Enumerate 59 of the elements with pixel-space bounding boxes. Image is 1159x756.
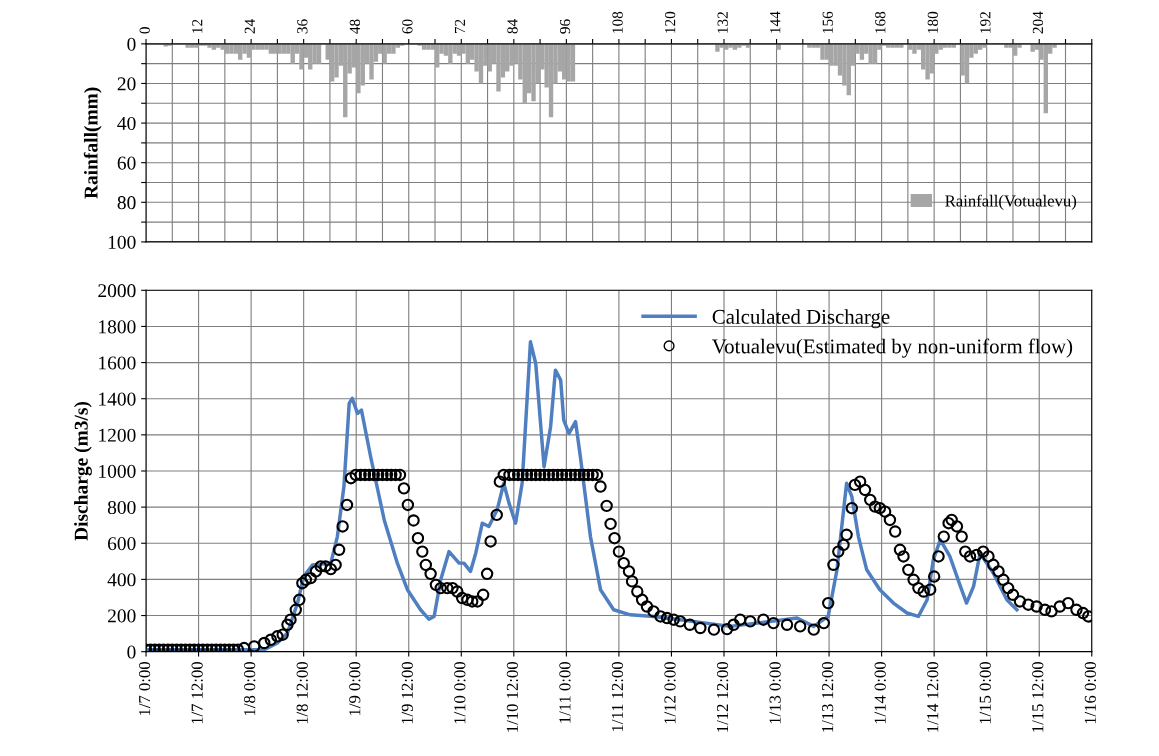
- y-tick-label: 800: [107, 500, 136, 515]
- y-tick-label: 600: [107, 537, 136, 551]
- x-tick-label: 60: [402, 19, 413, 34]
- x-tick-label: 1/12 0:00: [664, 662, 676, 724]
- y-tick-label: 1400: [99, 392, 136, 406]
- y-axis-title: Rainfall(mm): [83, 87, 102, 199]
- x-tick-label: 48: [349, 19, 361, 34]
- x-tick-label: 1/7 0:00: [138, 662, 151, 716]
- x-tick-label: 1/15 12:00: [1032, 662, 1044, 732]
- y-tick-label: 80: [117, 196, 136, 210]
- x-tick-label: 1/12 12:00: [716, 662, 729, 732]
- x-tick-label: 180: [927, 11, 938, 33]
- x-tick-label: 1/8 12:00: [296, 662, 308, 724]
- y-tick-label: 60: [117, 156, 136, 170]
- y-tick-label: 2000: [98, 284, 136, 298]
- y-tick-label: 200: [108, 609, 136, 623]
- x-tick-label: 72: [454, 19, 465, 34]
- x-tick-label: 1/11 12:00: [611, 662, 624, 732]
- y-tick-label: 1800: [99, 320, 136, 334]
- x-tick-label: 1/7 12:00: [191, 662, 203, 724]
- legend-label: Calculated Discharge: [712, 309, 890, 329]
- x-tick-label: 204: [1032, 11, 1044, 34]
- x-tick-label: 1/16 0:00: [1084, 662, 1097, 724]
- x-tick-label: 24: [244, 19, 255, 34]
- x-tick-label: 1/9 12:00: [401, 662, 413, 724]
- x-tick-label: 12: [192, 19, 203, 33]
- x-tick-label: 1/14 12:00: [927, 662, 939, 732]
- y-tick-label: 100: [108, 235, 136, 249]
- y-tick-label: 1600: [99, 356, 136, 370]
- x-tick-label: 36: [297, 19, 308, 34]
- x-tick-label: 1/9 0:00: [349, 662, 361, 716]
- x-tick-label: 192: [980, 12, 991, 33]
- y-tick-label: 20: [117, 77, 136, 91]
- y-tick-label: 40: [117, 116, 136, 131]
- x-tick-label: 1/11 0:00: [559, 662, 571, 723]
- x-tick-label: 156: [822, 11, 833, 33]
- x-tick-label: 168: [875, 11, 886, 33]
- x-tick-label: 1/10 12:00: [506, 662, 519, 732]
- y-tick-label: 400: [107, 573, 136, 587]
- legend-label: Votualevu(Estimated by non-uniform flow): [712, 338, 1073, 358]
- x-tick-label: 1/13 12:00: [822, 662, 834, 732]
- y-tick-label: 1000: [99, 464, 136, 478]
- legend-label: Rainfall(Votualevu): [945, 194, 1077, 210]
- x-tick-label: 132: [717, 12, 728, 33]
- x-tick-label: 108: [612, 11, 623, 33]
- x-tick-label: 1/14 0:00: [874, 662, 886, 724]
- y-tick-label: 0: [127, 645, 136, 659]
- y-axis-title: Discharge (m3/s): [74, 401, 92, 541]
- x-tick-label: 1/13 0:00: [769, 662, 781, 724]
- x-tick-label: 0: [139, 27, 150, 34]
- x-tick-label: 144: [770, 11, 781, 33]
- y-tick-label: 1200: [99, 428, 136, 442]
- x-tick-label: 1/8 0:00: [244, 662, 256, 716]
- x-tick-label: 120: [664, 11, 676, 33]
- x-tick-label: 1/10 0:00: [454, 662, 466, 724]
- x-tick-label: 1/15 0:00: [979, 662, 991, 724]
- y-tick-label: 0: [127, 37, 136, 51]
- x-tick-label: 96: [559, 19, 571, 34]
- x-tick-label: 84: [507, 19, 518, 34]
